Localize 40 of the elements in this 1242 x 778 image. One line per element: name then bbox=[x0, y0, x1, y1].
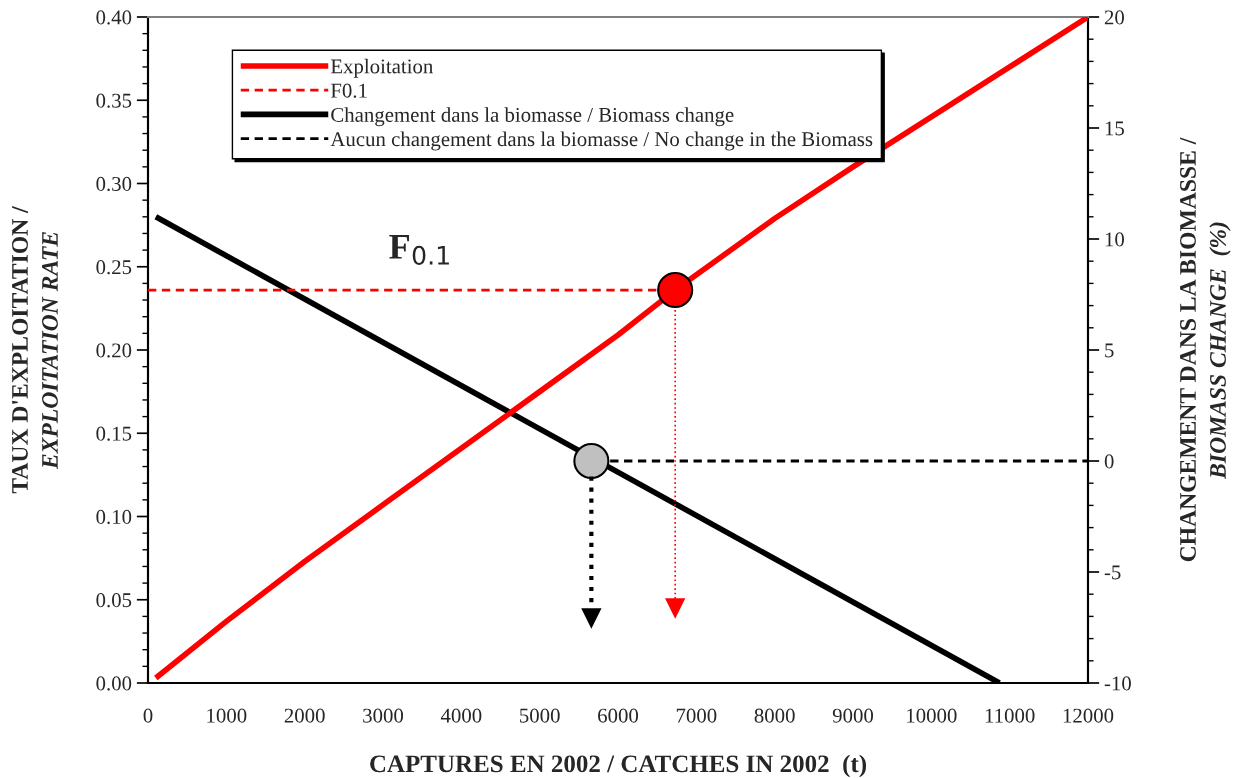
y-axis-title: TAUX D'EXPLOITATION / EXPLOITATION RATE bbox=[12, 206, 58, 494]
x-tick-label: 2000 bbox=[284, 708, 325, 723]
point bbox=[581, 608, 602, 628]
x-tick-label: 12000 bbox=[1063, 708, 1114, 723]
legend-label: Aucun changement dans la biomasse / No change in the Biomass bbox=[330, 131, 873, 151]
point bbox=[657, 272, 694, 309]
legend-label: Exploitation bbox=[330, 58, 434, 78]
y2-tick-label: 15 bbox=[1105, 121, 1124, 136]
x-tick-label: 4000 bbox=[440, 708, 482, 723]
y2-axis-title: CHANGEMENT DANS LA BIOMASSE / BIOMASS CHANGE (%) bbox=[1180, 137, 1231, 562]
y2-tick-label: 10 bbox=[1105, 232, 1125, 247]
y2-tick-label: -10 bbox=[1104, 676, 1131, 691]
x-tick-label: 6000 bbox=[598, 708, 639, 723]
x-tick-label: 8000 bbox=[754, 708, 795, 723]
y2-tick-label: 20 bbox=[1104, 10, 1125, 25]
y-tick-label: 0.30 bbox=[96, 176, 132, 192]
x-tick-label: 7000 bbox=[676, 708, 717, 723]
y-tick-label: 0.25 bbox=[96, 260, 132, 275]
y2-tick-label: 0 bbox=[1104, 454, 1114, 469]
legend-label: F0.1 bbox=[330, 83, 367, 98]
x-tick-label: 3000 bbox=[363, 708, 404, 723]
y2-tick-label: -5 bbox=[1104, 565, 1121, 580]
y2-tick-label: 5 bbox=[1105, 343, 1114, 358]
point bbox=[665, 598, 685, 618]
x-tick-label: 10000 bbox=[907, 708, 957, 723]
x-tick-label: 9000 bbox=[832, 708, 874, 723]
y-tick-label: 0.20 bbox=[96, 343, 132, 358]
x-tick-label: 0 bbox=[143, 708, 153, 723]
x-tick-label: 5000 bbox=[520, 708, 560, 723]
y-tick-label: 0.15 bbox=[96, 426, 132, 441]
x-tick-label: 11000 bbox=[985, 708, 1035, 723]
x-axis-title: CAPTURES EN 2002 / CATCHES IN 2002 (t) bbox=[370, 754, 866, 778]
y-tick-label: 0.35 bbox=[96, 93, 132, 108]
x-tick-label: 1000 bbox=[207, 708, 247, 723]
y-tick-label: 0.10 bbox=[96, 509, 132, 525]
y-tick-label: 0.00 bbox=[96, 676, 132, 691]
annotation: F$_{0.1}$ bbox=[389, 234, 449, 265]
y-tick-label: 0.05 bbox=[96, 593, 132, 608]
y-tick-label: 0.40 bbox=[96, 10, 132, 25]
legend-label: Changement dans la biomasse / Biomass change bbox=[331, 107, 734, 127]
